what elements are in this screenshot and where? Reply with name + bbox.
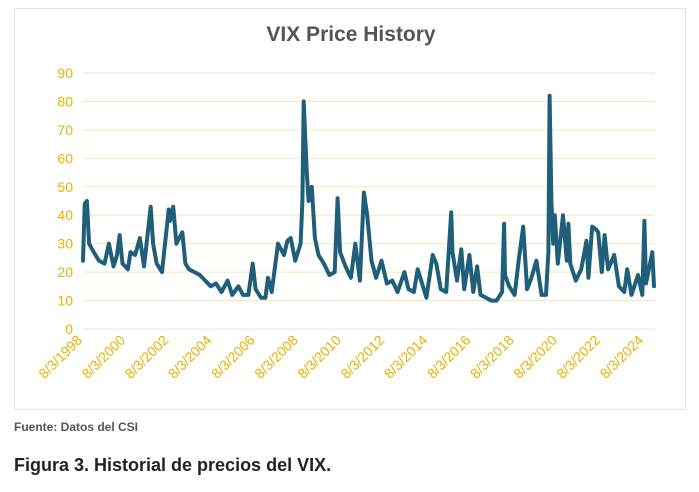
x-tick-label-3: 8/3/2004 [165,332,215,382]
y-tick-label-90: 90 [57,65,73,81]
y-tick-label-80: 80 [57,93,73,109]
x-tick-label-11: 8/3/2020 [510,332,560,382]
figure-caption: Figura 3. Historial de precios del VIX. [14,455,332,475]
x-tick-label-0: 8/3/1998 [35,332,85,382]
x-tick-label-12: 8/3/2022 [553,332,603,382]
chart-frame: VIX Price History 0 10 20 30 40 50 60 70 80 90 8/… [14,8,686,410]
x-tick-label-8: 8/3/2014 [381,332,431,382]
x-tick-label-1: 8/3/2000 [78,332,128,382]
y-tick-label-70: 70 [57,122,73,138]
x-tick-label-10: 8/3/2018 [467,332,517,382]
y-tick-label-30: 30 [57,236,73,252]
x-tick-label-13: 8/3/2024 [597,332,647,382]
y-tick-label-20: 20 [57,264,73,280]
x-tick-label-4: 8/3/2006 [208,332,258,382]
x-tick-label-9: 8/3/2016 [424,332,474,382]
source-note: Fuente: Datos del CSI [14,420,139,434]
y-tick-label-60: 60 [57,150,73,166]
y-tick-label-0: 0 [65,321,73,337]
y-tick-label-10: 10 [57,293,73,309]
x-tick-label-7: 8/3/2012 [337,332,387,382]
x-tick-label-2: 8/3/2002 [122,332,172,382]
x-tick-label-6: 8/3/2010 [294,332,344,382]
y-tick-label-40: 40 [57,207,73,223]
chart-title: VIX Price History [266,23,436,46]
series-line-0 [81,93,656,303]
y-tick-label-50: 50 [57,179,73,195]
x-tick-label-5: 8/3/2008 [251,332,301,382]
